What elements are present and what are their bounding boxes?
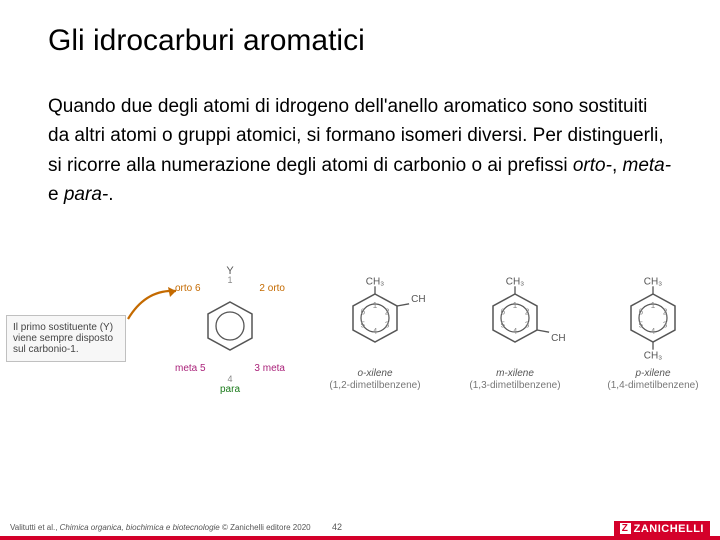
svg-text:2: 2 (385, 307, 390, 316)
page-number: 42 (332, 522, 342, 532)
body-italic-orto: orto- (573, 155, 612, 176)
publisher-logo: ZZANICHELLI (614, 518, 710, 534)
carbon-4: 4 (175, 374, 285, 384)
body-text-4: . (108, 184, 113, 205)
body-paragraph: Quando due degli atomi di idrogeno dell'… (48, 92, 672, 210)
xylene-iupac: (1,4-dimetilbenzene) (588, 380, 718, 391)
svg-text:5: 5 (361, 321, 366, 330)
benzene-ring-icon: 12 345 6 CH₃ CH₃ (465, 270, 565, 364)
meta-3: 3 meta (254, 363, 285, 374)
xylene-iupac: (1,2-dimetilbenzene) (310, 380, 440, 391)
svg-text:5: 5 (639, 321, 644, 330)
svg-text:CH₃: CH₃ (506, 276, 525, 287)
svg-text:4: 4 (651, 327, 656, 336)
svg-text:2: 2 (525, 307, 530, 316)
xylene-structure: 12 345 6 CH₃ CH₃ p-xilene (1,4-dimetilbenze… (588, 270, 718, 391)
benzene-ring-icon: 12 345 6 CH₃ CH₃ (603, 270, 703, 364)
footer-authors: Valitutti et al., (10, 523, 60, 532)
footer-citation: Valitutti et al., Chimica organica, bioc… (10, 523, 311, 532)
svg-text:5: 5 (501, 321, 506, 330)
footer: Valitutti et al., Chimica organica, bioc… (0, 518, 720, 540)
body-italic-meta: meta- (623, 155, 672, 176)
svg-text:6: 6 (361, 307, 366, 316)
svg-text:CH₃: CH₃ (644, 351, 663, 362)
svg-text:1: 1 (513, 301, 518, 310)
svg-text:CH₃: CH₃ (551, 333, 565, 344)
body-text-2: , (612, 155, 623, 176)
svg-text:CH₃: CH₃ (366, 276, 385, 287)
para-4: para (175, 384, 285, 395)
footer-publisher: © Zanichelli editore 2020 (220, 523, 311, 532)
footer-book: Chimica organica, biochimica e biotecnol… (60, 523, 220, 532)
svg-text:3: 3 (663, 321, 668, 330)
xylene-iupac: (1,3-dimetilbenzene) (450, 380, 580, 391)
logo-text: ZANICHELLI (634, 523, 704, 535)
svg-text:6: 6 (639, 307, 644, 316)
diagram-area: Il primo sostituente (Y) viene sempre di… (0, 255, 720, 440)
orto-2: 2 orto (259, 283, 285, 294)
xylene-name: p-xilene (588, 368, 718, 379)
svg-text:CH₃: CH₃ (411, 294, 425, 305)
svg-text:3: 3 (385, 321, 390, 330)
svg-text:CH₃: CH₃ (644, 276, 663, 287)
svg-text:3: 3 (525, 321, 530, 330)
orto-6: orto 6 (175, 283, 201, 294)
body-italic-para: para- (64, 184, 108, 205)
meta-5: meta 5 (175, 363, 206, 374)
benzene-ring-icon: 12 345 6 CH₃ CH₃ (325, 270, 425, 364)
svg-text:4: 4 (513, 327, 518, 336)
xylene-structure: 12 345 6 CH₃ CH₃ m-xilene (1,3-dimetilbenze… (450, 270, 580, 391)
footer-accent-bar (0, 536, 720, 540)
svg-text:1: 1 (373, 301, 378, 310)
body-text-3: e (48, 184, 64, 205)
slide: Gli idrocarburi aromatici Quando due deg… (0, 0, 720, 540)
slide-title: Gli idrocarburi aromatici (48, 24, 365, 58)
svg-text:4: 4 (373, 327, 378, 336)
callout-box: Il primo sostituente (Y) viene sempre di… (6, 315, 126, 362)
xylene-structure: 12 345 6 CH₃ CH₃ o-xilene (1,2-dimetilbenze… (310, 270, 440, 391)
svg-text:2: 2 (663, 307, 668, 316)
xylene-name: o-xilene (310, 368, 440, 379)
body-text-1: Quando due degli atomi di idrogeno dell'… (48, 96, 664, 176)
xylene-name: m-xilene (450, 368, 580, 379)
numbering-diagram: Y 1 orto 6 2 orto meta 5 3 meta 4 para (175, 265, 285, 395)
svg-text:6: 6 (501, 307, 506, 316)
meta-row: meta 5 3 meta (175, 363, 285, 374)
svg-text:1: 1 (651, 301, 656, 310)
benzene-ring-numbered (200, 296, 260, 356)
